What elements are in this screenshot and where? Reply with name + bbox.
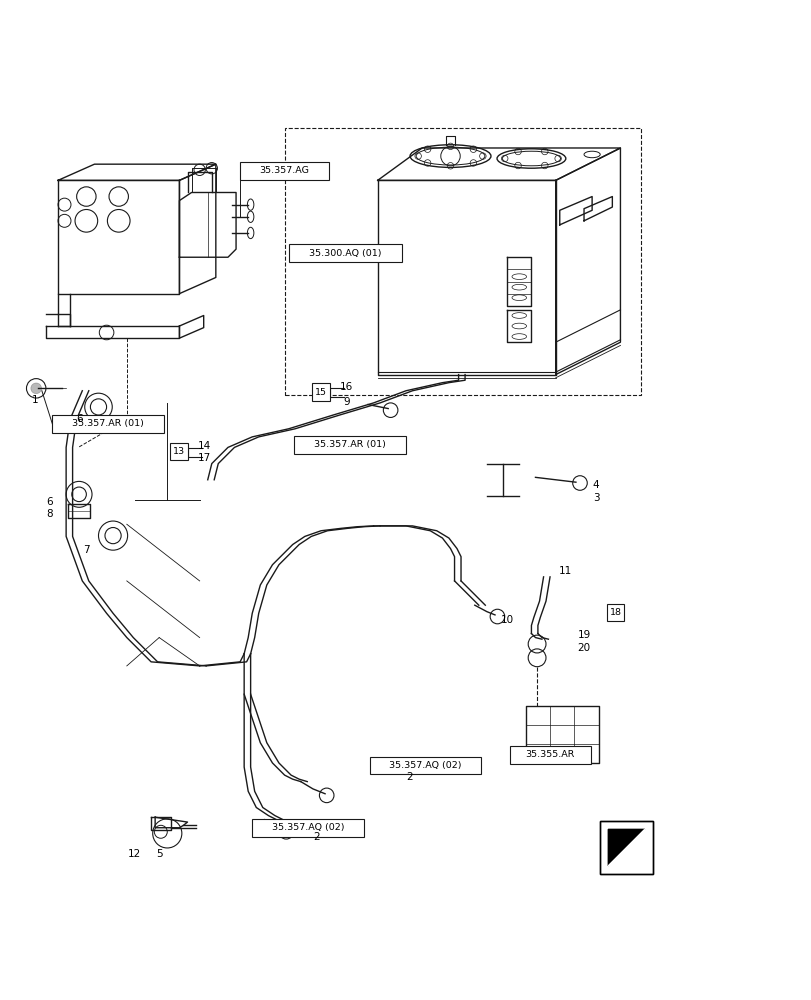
Bar xyxy=(52,415,164,433)
Text: 15: 15 xyxy=(315,388,327,397)
Text: 18: 18 xyxy=(609,608,621,617)
Bar xyxy=(599,821,652,874)
Text: 9: 9 xyxy=(343,397,350,407)
Text: 35.357.AR (01): 35.357.AR (01) xyxy=(72,419,144,428)
Text: 2: 2 xyxy=(313,832,320,842)
Bar xyxy=(240,162,328,180)
Bar xyxy=(509,746,590,764)
Text: 20: 20 xyxy=(577,643,590,653)
Text: 8: 8 xyxy=(46,509,54,519)
Text: 5: 5 xyxy=(156,849,162,859)
Text: 3: 3 xyxy=(592,493,599,503)
Text: 35.357.AQ (02): 35.357.AQ (02) xyxy=(272,823,344,832)
Text: 16: 16 xyxy=(340,382,353,392)
Polygon shape xyxy=(607,829,644,866)
Text: 6: 6 xyxy=(46,497,54,507)
Bar xyxy=(285,128,640,395)
Bar xyxy=(169,443,187,460)
Text: 7: 7 xyxy=(83,545,89,555)
Text: 35.355.AR: 35.355.AR xyxy=(525,750,574,759)
Bar xyxy=(288,244,401,262)
Text: 13: 13 xyxy=(172,447,184,456)
Text: 10: 10 xyxy=(500,615,513,625)
Text: 14: 14 xyxy=(198,441,211,451)
Text: 11: 11 xyxy=(558,566,571,576)
Text: 35.357.AR (01): 35.357.AR (01) xyxy=(314,440,385,449)
Bar xyxy=(311,383,329,401)
Bar xyxy=(606,604,624,621)
Text: 4: 4 xyxy=(592,480,599,490)
Circle shape xyxy=(31,383,41,394)
Text: 6: 6 xyxy=(76,414,83,424)
Text: 19: 19 xyxy=(577,630,590,640)
Text: 17: 17 xyxy=(198,453,211,463)
Text: 35.357.AG: 35.357.AG xyxy=(260,166,309,175)
Text: 35.357.AQ (02): 35.357.AQ (02) xyxy=(388,761,461,770)
Bar xyxy=(252,819,363,837)
Polygon shape xyxy=(607,829,644,866)
Bar xyxy=(294,436,406,454)
Text: 2: 2 xyxy=(406,772,413,782)
Text: 1: 1 xyxy=(32,395,39,405)
Text: 12: 12 xyxy=(128,849,141,859)
Bar xyxy=(599,821,652,874)
Text: 35.300.AQ (01): 35.300.AQ (01) xyxy=(309,249,381,258)
Bar xyxy=(369,757,481,774)
